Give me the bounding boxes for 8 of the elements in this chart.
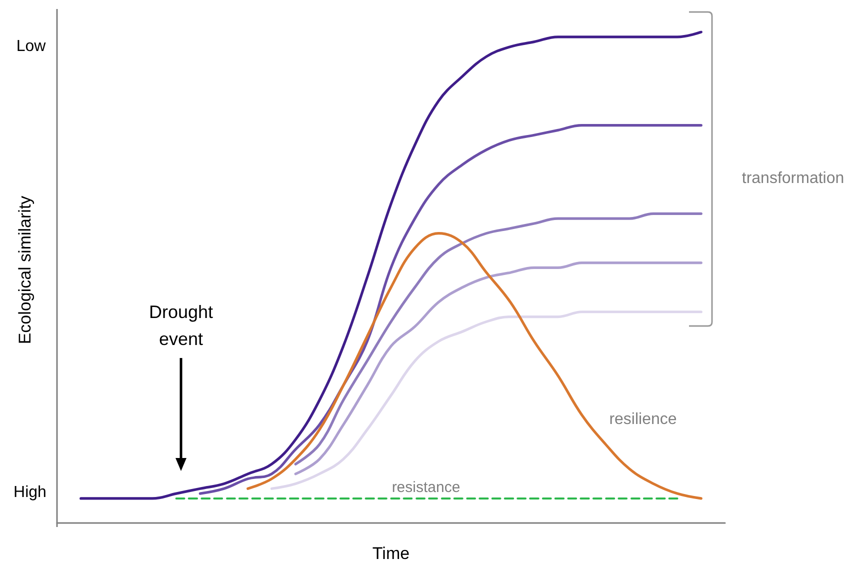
text: Low xyxy=(16,37,46,57)
text: High xyxy=(14,483,46,503)
text: transformation xyxy=(742,169,844,189)
annotation: resilience xyxy=(609,410,677,430)
annotation: Drought event xyxy=(148,301,214,351)
x-axis-title: Time xyxy=(372,544,410,563)
y-axis-title: Ecological similarity xyxy=(16,195,34,344)
annotation: resistance xyxy=(392,478,460,498)
